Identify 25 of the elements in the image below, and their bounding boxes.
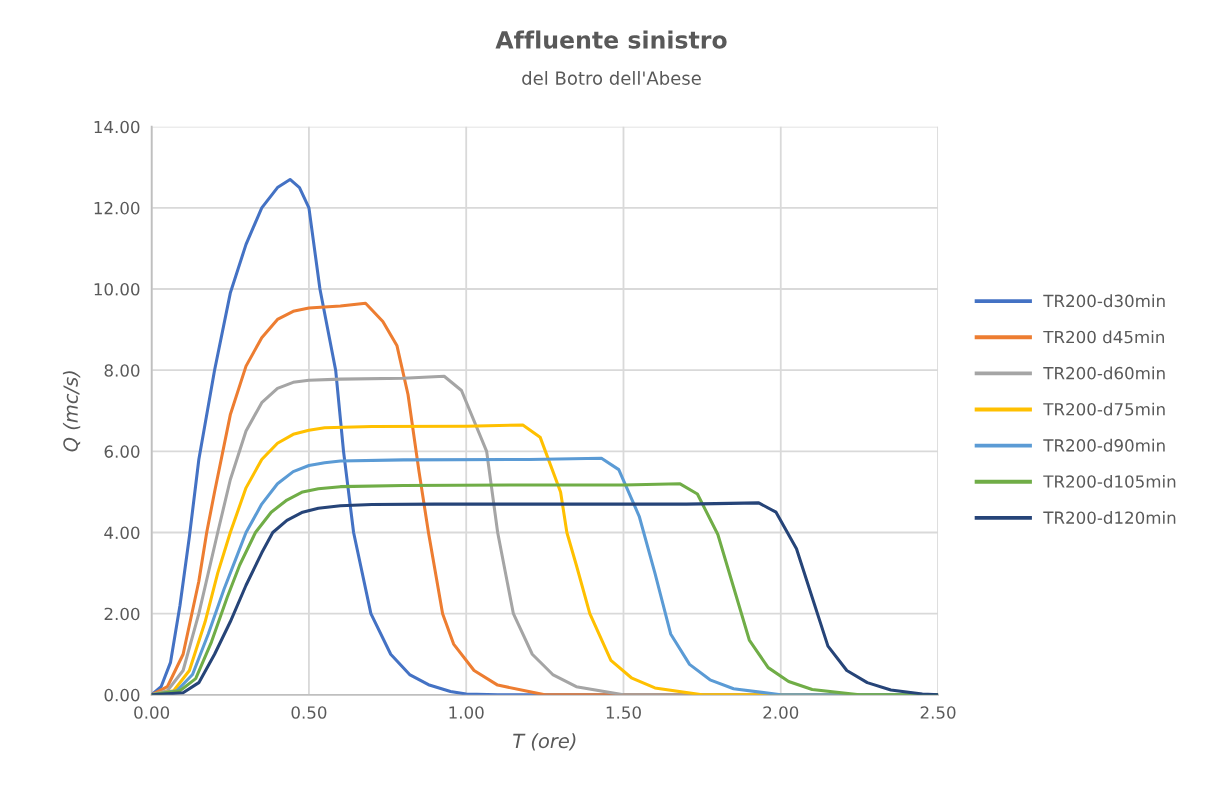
y-tick-label: 2.00 — [104, 607, 140, 621]
legend-label: TR200-d120min — [1043, 511, 1176, 524]
legend-label: TR200-d90min — [1043, 438, 1165, 452]
x-tick-label: 2.00 — [763, 706, 799, 719]
legend-label: TR200-d105min — [1043, 474, 1176, 488]
x-tick-label: 0.00 — [134, 706, 170, 719]
x-axis-title: T (ore) — [513, 733, 576, 751]
legend-label: TR200-d30min — [1043, 294, 1165, 308]
x-tick-label: 1.50 — [606, 706, 641, 719]
legend-label: TR200-d75min — [1043, 402, 1165, 416]
y-tick-label: 8.00 — [104, 364, 140, 377]
y-tick-label: 14.00 — [94, 120, 140, 134]
y-tick-label: 4.00 — [104, 526, 140, 540]
y-tick-label: 0.00 — [104, 688, 140, 702]
chart-title: Affluente sinistro — [495, 30, 727, 49]
chart-subtitle: del Botro dell'Abese — [522, 71, 701, 85]
legend-label: TR200-d60min — [1043, 366, 1165, 380]
x-tick-label: 1.00 — [449, 706, 484, 719]
y-tick-label: 10.00 — [94, 282, 140, 296]
y-axis-title: Q (mc/s) — [62, 371, 81, 452]
y-tick-label: 6.00 — [104, 445, 140, 458]
x-tick-label: 2.50 — [920, 706, 956, 719]
legend-label: TR200 d45min — [1043, 330, 1164, 344]
y-tick-label: 12.00 — [94, 201, 140, 215]
x-tick-label: 0.50 — [291, 706, 327, 719]
